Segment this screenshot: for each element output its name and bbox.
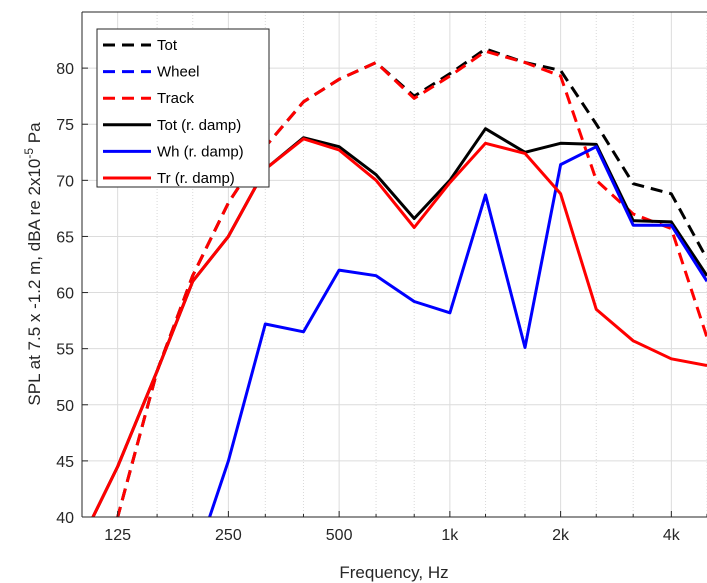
x-tick-label: 250 [215,527,242,544]
x-tick-label: 1k [441,527,459,544]
series-layer [91,47,707,517]
x-tick-label: 2k [552,527,570,544]
legend-box [96,28,270,188]
x-tick-label: 4k [663,527,681,544]
y-tick-label: 75 [56,117,74,134]
x-axis-label: Frequency, Hz [339,563,448,582]
y-axis-label: SPL at 7.5 x -1.2 m, dBA re 2x10-5 Pa [22,122,44,406]
series-line-track [116,49,707,517]
y-tick-label: 50 [56,398,74,415]
series-line-wh-r-damp [208,145,707,517]
y-tick-label: 45 [56,454,74,471]
y-tick-label: 80 [56,61,74,78]
x-tick-label: 500 [326,527,353,544]
y-tick-label: 55 [56,342,74,359]
x-tick-label: 125 [104,527,131,544]
legend-label-tot-r-damp: Tot (r. damp) [157,117,241,134]
y-tick-label: 70 [56,173,74,190]
y-tick-label: 40 [56,510,74,527]
legend-label-tot: Tot [157,37,178,54]
legend: Tot Wheel Track Tot (r. damp) Wh (r. damp) Tr… [96,28,270,188]
legend-label-wheel: Wheel [157,64,200,81]
y-axis-label-main: SPL at 7.5 x -1.2 m, dBA re 2x10 [25,159,44,406]
legend-label-wh-r-damp: Wh (r. damp) [157,143,244,160]
series-line-tr-r-damp [91,137,707,517]
legend-label-track: Track [157,90,194,107]
legend-label-tr-r-damp: Tr (r. damp) [157,170,235,187]
y-tick-label: 65 [56,229,74,246]
y-axis-ticks: 40 45 50 55 60 65 70 75 80 [56,61,88,527]
y-axis-label-unit: Pa [25,122,44,148]
y-axis-label-superscript: -5 [22,148,36,159]
y-tick-label: 60 [56,286,74,303]
x-axis-ticks: 125 250 500 1k 2k 4k [81,511,707,544]
